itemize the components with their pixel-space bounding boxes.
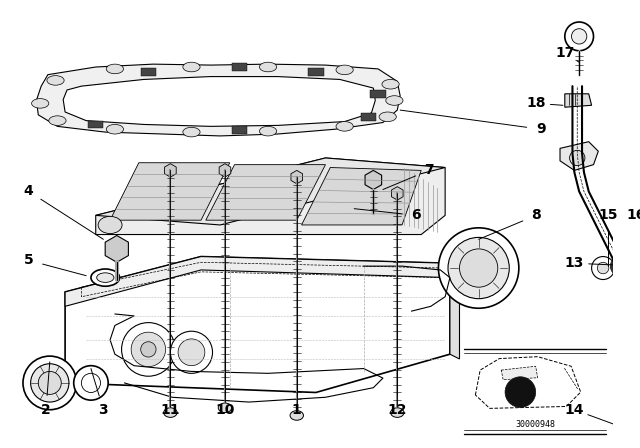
Ellipse shape — [336, 121, 353, 131]
Polygon shape — [291, 170, 303, 184]
Polygon shape — [301, 168, 421, 225]
Polygon shape — [36, 64, 400, 136]
Circle shape — [122, 323, 175, 376]
Ellipse shape — [91, 269, 120, 286]
Circle shape — [448, 237, 509, 299]
Bar — [141, 68, 156, 76]
Ellipse shape — [183, 127, 200, 137]
Polygon shape — [96, 158, 445, 225]
Ellipse shape — [106, 64, 124, 74]
Polygon shape — [219, 164, 231, 177]
Polygon shape — [63, 77, 375, 126]
Text: 17: 17 — [555, 46, 575, 60]
Polygon shape — [392, 187, 403, 200]
Ellipse shape — [31, 99, 49, 108]
Text: 11: 11 — [161, 403, 180, 417]
Polygon shape — [501, 366, 538, 379]
Text: 6: 6 — [412, 208, 421, 222]
Circle shape — [131, 332, 166, 366]
Bar — [371, 90, 386, 98]
Polygon shape — [611, 257, 620, 276]
Circle shape — [178, 339, 205, 366]
Circle shape — [141, 342, 156, 357]
Ellipse shape — [164, 408, 177, 418]
Circle shape — [438, 228, 519, 308]
Text: 13: 13 — [564, 256, 584, 270]
Bar — [88, 121, 104, 128]
Ellipse shape — [259, 126, 276, 136]
Text: 16: 16 — [627, 208, 640, 222]
Ellipse shape — [386, 96, 403, 105]
Polygon shape — [560, 142, 598, 170]
Bar — [308, 68, 324, 76]
Text: 5: 5 — [24, 254, 33, 267]
Ellipse shape — [379, 112, 396, 121]
Text: 3: 3 — [99, 403, 108, 417]
Ellipse shape — [259, 62, 276, 72]
Text: 30000948: 30000948 — [515, 420, 555, 429]
Ellipse shape — [106, 125, 124, 134]
Ellipse shape — [49, 116, 66, 125]
Polygon shape — [450, 263, 460, 359]
Ellipse shape — [47, 76, 64, 85]
Ellipse shape — [98, 216, 122, 233]
Circle shape — [23, 356, 77, 410]
Circle shape — [572, 29, 587, 44]
Circle shape — [591, 257, 614, 280]
Ellipse shape — [97, 273, 114, 282]
Text: 8: 8 — [531, 208, 541, 222]
Text: 9: 9 — [536, 122, 546, 136]
Circle shape — [597, 262, 609, 274]
Polygon shape — [65, 257, 450, 392]
Ellipse shape — [382, 79, 399, 89]
Polygon shape — [365, 170, 381, 190]
Circle shape — [74, 366, 108, 400]
Bar — [232, 63, 247, 71]
Bar — [232, 126, 247, 134]
Polygon shape — [96, 158, 445, 235]
Polygon shape — [164, 164, 176, 177]
Ellipse shape — [626, 432, 640, 439]
Circle shape — [31, 364, 69, 402]
Text: 12: 12 — [388, 403, 407, 417]
Polygon shape — [110, 163, 230, 220]
Circle shape — [460, 249, 498, 287]
Bar — [361, 113, 376, 121]
Text: 7: 7 — [424, 164, 434, 177]
Circle shape — [505, 377, 536, 407]
Circle shape — [611, 257, 630, 276]
Polygon shape — [206, 165, 326, 220]
Polygon shape — [65, 257, 450, 306]
Polygon shape — [476, 357, 580, 409]
Circle shape — [170, 331, 212, 373]
Text: 2: 2 — [41, 403, 51, 417]
Text: 10: 10 — [215, 403, 235, 417]
Text: 15: 15 — [598, 208, 618, 222]
Text: 4: 4 — [24, 185, 33, 198]
Polygon shape — [105, 236, 129, 262]
Polygon shape — [564, 94, 591, 107]
Text: 18: 18 — [526, 96, 546, 110]
Text: 14: 14 — [564, 403, 584, 417]
Circle shape — [564, 22, 593, 51]
Circle shape — [81, 373, 100, 392]
Ellipse shape — [218, 403, 232, 413]
Ellipse shape — [336, 65, 353, 75]
Text: 1: 1 — [292, 403, 301, 417]
Circle shape — [38, 371, 61, 394]
Ellipse shape — [290, 411, 303, 420]
Ellipse shape — [183, 62, 200, 72]
Ellipse shape — [390, 408, 404, 418]
Circle shape — [570, 150, 585, 166]
